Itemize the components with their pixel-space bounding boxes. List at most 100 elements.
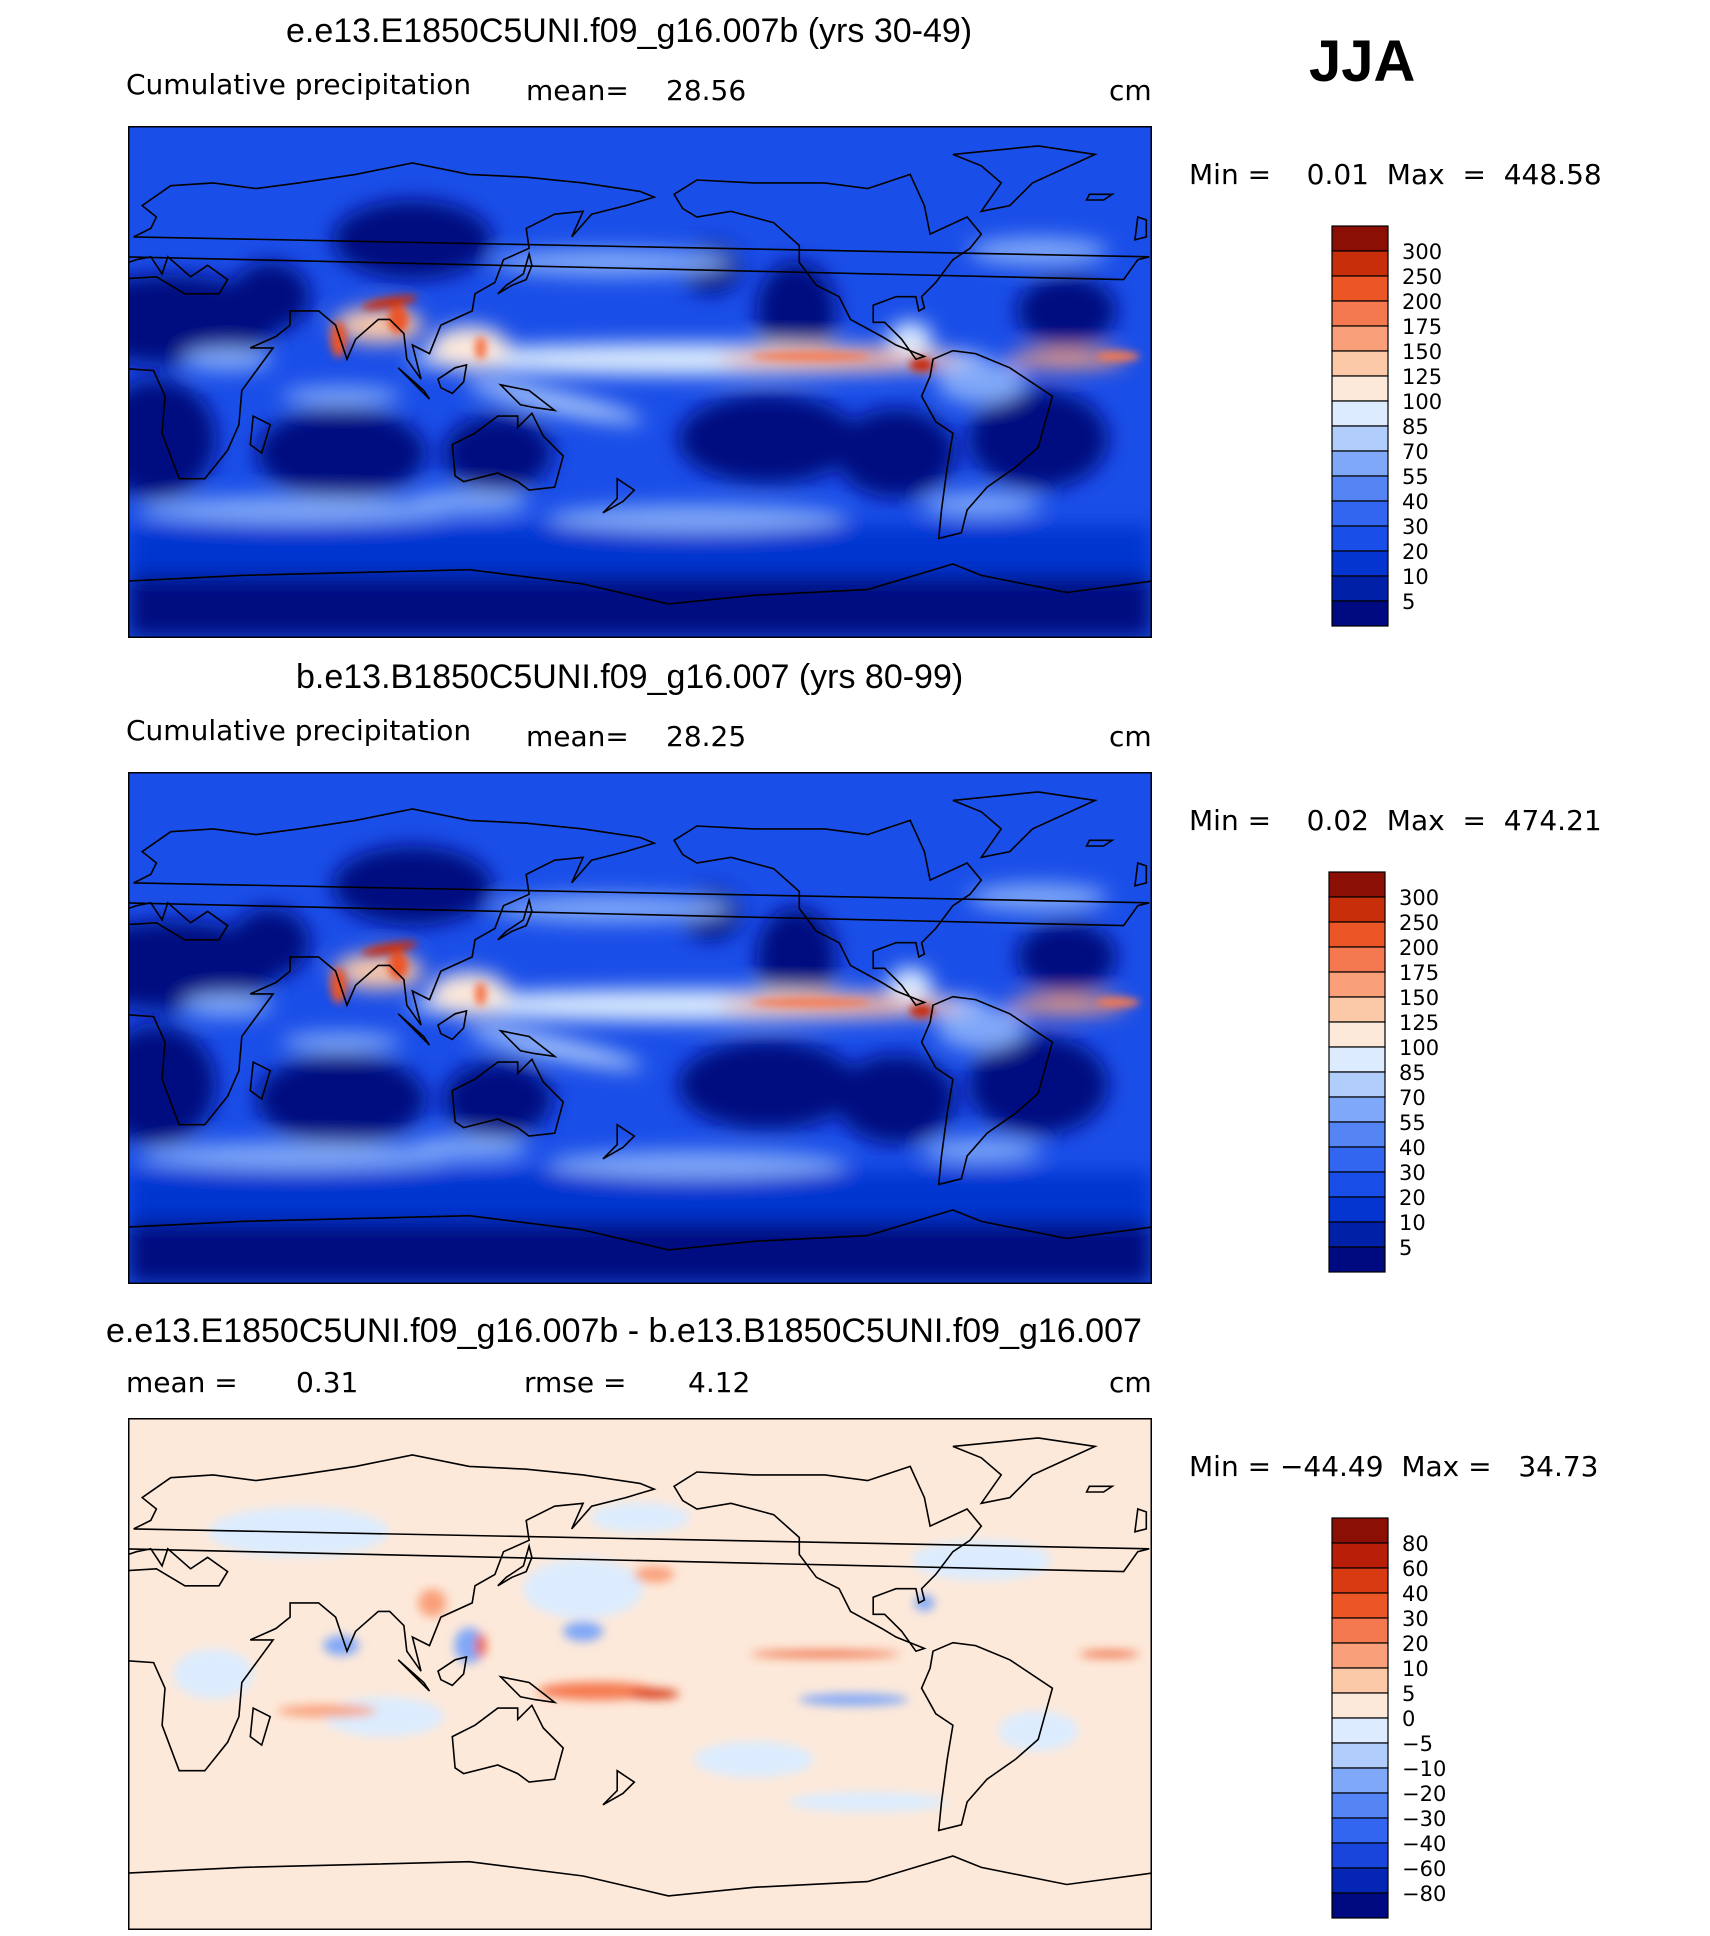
dry-region [1016,921,1117,992]
colorbar-tick-label: 175 [1399,961,1439,985]
colorbar-box [1328,1046,1386,1073]
central-america [888,967,933,1004]
dry-region [678,393,858,484]
colorbar-box [1331,1867,1389,1894]
colorbar-box [1331,1892,1389,1919]
panel-1-mean-value: 28.56 [666,74,747,107]
colorbar-box [1331,1742,1389,1769]
coastline [1085,1485,1115,1493]
panel-2-title: b.e13.B1850C5UNI.f09_g16.007 (yrs 80-99) [296,658,964,696]
map-frame [128,126,1152,638]
coastline [673,173,983,361]
african-monsoon [182,993,273,1018]
coastline [128,1454,1150,1772]
dry-region [678,1039,858,1130]
spcz-band [466,1026,643,1070]
colorbar-tick-label: 85 [1402,415,1429,439]
panel-3-title: e.e13.E1850C5UNI.f09_g16.007b - b.e13.B1… [106,1312,1142,1350]
panel-1-title: e.e13.E1850C5UNI.f09_g16.007b (yrs 30-49… [286,12,973,50]
coastline [128,1855,1152,1930]
coastline [451,1057,565,1137]
himalaya-peak [362,295,418,310]
panel-1-map [128,126,1152,638]
colorbar-tick-label: 150 [1402,340,1442,364]
panel-3-rmse-value: 4.12 [688,1366,751,1399]
panel-3-mean-value: 0.31 [296,1366,359,1399]
coastline [920,349,1054,540]
coastline [397,1013,431,1046]
storm-track [546,1150,847,1179]
colorbar-tick-label: 80 [1402,1532,1429,1556]
coastline [952,791,1098,859]
colorbar-box [1331,400,1389,427]
negative-patch [523,1558,644,1619]
precip-field [128,199,1152,638]
bay-of-bengal-peak [388,305,409,334]
negative-anomaly [798,1693,909,1706]
negative-anomaly [914,1594,935,1611]
colorbar-tick-label: −60 [1402,1857,1446,1881]
coastline [1085,193,1115,201]
coastline [602,1769,636,1806]
colorbar-tick-label: 200 [1402,290,1442,314]
colorbar-box [1328,1171,1386,1198]
colorbar-tick-label: 10 [1399,1211,1426,1235]
colorbar-box [1331,1542,1389,1569]
panel-2-mean-value: 28.25 [666,720,747,753]
coastline [1085,839,1115,847]
panel-3-units: cm [1109,1366,1152,1399]
colorbar-box [1331,1767,1389,1794]
coastline [437,1009,468,1041]
panel-1-units: cm [1109,74,1152,107]
itcz-anomaly [749,1651,900,1658]
coastline [1133,1507,1148,1533]
monsoon-region [333,307,424,344]
monsoon-region [333,953,424,990]
spcz-band [466,380,643,424]
negative-patch [173,1649,254,1699]
colorbar-box [1328,1221,1386,1248]
panel-2-map [128,772,1152,1284]
colorbar-tick-label: 300 [1399,886,1439,910]
colorbar-box [1331,1667,1389,1694]
colorbar-tick-label: 100 [1399,1036,1439,1060]
colorbar-box [1331,350,1389,377]
dry-region [1016,275,1117,346]
colorbar-tick-label: 10 [1402,1657,1429,1681]
bay-of-bengal-peak [388,951,409,980]
colorbar-tick-label: 20 [1402,540,1429,564]
coastline [451,411,565,491]
positive-core [629,1688,680,1699]
coastline [1133,215,1148,241]
panel-2-mean-label: mean= [526,720,629,753]
colorbar-box [1331,1817,1389,1844]
colorbar-box [1328,1121,1386,1148]
guinea-peak [1095,351,1140,362]
coastline [249,1706,272,1747]
philippines-anomaly [475,1633,486,1658]
atlantic-itcz [1006,350,1127,369]
colorbar-box [1328,971,1386,998]
coastline [128,162,1150,480]
colorbar-tick-label: 30 [1399,1161,1426,1185]
colorbar-box [1328,1021,1386,1048]
indian-band [281,1032,402,1053]
dry-region [332,845,493,926]
colorbar-box [1331,325,1389,352]
storm-track [921,1138,1042,1163]
colorbar-box [1328,1096,1386,1123]
storm-track [138,1142,459,1170]
colorbar-box [1331,1617,1389,1644]
colorbar-tick-label: 150 [1399,986,1439,1010]
coastline [952,145,1098,213]
colorbar-box [1328,1246,1386,1273]
dry-region [968,1034,1109,1135]
negative-patch [693,1741,814,1778]
dry-region [256,408,427,499]
colorbar-box [1331,550,1389,577]
colorbar-tick-label: 0 [1402,1707,1415,1731]
storm-track [491,894,732,923]
coastline [249,414,272,455]
